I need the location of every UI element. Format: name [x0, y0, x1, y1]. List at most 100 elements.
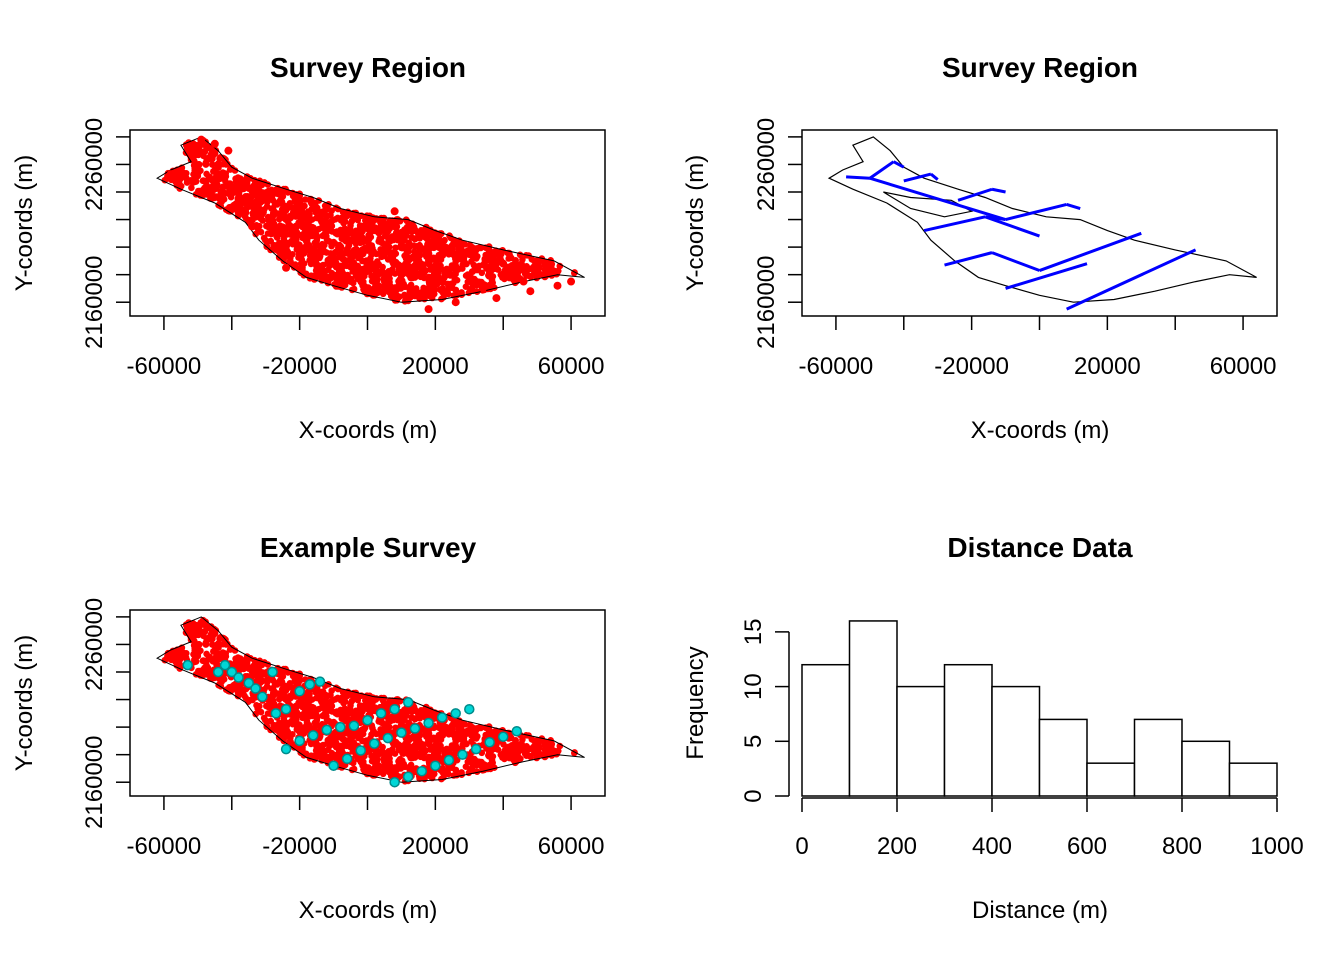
data-point [478, 284, 487, 293]
red-point [263, 222, 270, 230]
detection-cloud [161, 136, 578, 305]
red-point [268, 701, 275, 709]
red-point [202, 640, 209, 647]
red-point [442, 723, 450, 731]
data-point [397, 243, 406, 252]
red-point [379, 252, 387, 260]
histogram-bar [943, 663, 993, 797]
red-point [334, 685, 342, 693]
red-point [341, 280, 349, 287]
red-point [432, 232, 440, 240]
plot-panel-3: Example Survey X-coords (m) Y-coords (m) -6… [11, 532, 606, 924]
red-point [371, 759, 379, 767]
red-point [329, 697, 336, 704]
red-point [356, 705, 364, 712]
red-point [363, 692, 371, 699]
red-point [535, 265, 543, 272]
red-point [401, 706, 408, 713]
histogram-bar [801, 663, 851, 797]
data-point [349, 212, 358, 221]
x-tick-label: 60000 [538, 353, 605, 380]
red-point [357, 270, 365, 278]
survey-point [430, 760, 441, 771]
red-point [235, 667, 243, 674]
data-point [241, 208, 250, 217]
data-point [553, 281, 562, 290]
red-point [371, 279, 379, 287]
data-point [302, 236, 311, 245]
red-point [487, 268, 495, 275]
red-point [275, 253, 283, 261]
red-point [390, 729, 398, 736]
red-point [324, 738, 332, 745]
red-point [318, 212, 325, 219]
red-point [371, 224, 379, 231]
transect-line [903, 172, 932, 183]
red-point [292, 213, 300, 220]
data-point [451, 298, 460, 307]
red-point [276, 215, 283, 223]
x-tick-label: 800 [1162, 833, 1202, 860]
red-point [263, 702, 270, 710]
red-point [252, 230, 259, 238]
red-point [197, 167, 204, 174]
red-point [370, 728, 378, 735]
data-point [349, 263, 358, 272]
red-point [229, 185, 236, 193]
y-axis-label: Y-coords (m) [11, 635, 38, 771]
red-point [289, 672, 297, 680]
survey-point [511, 725, 523, 737]
red-point [344, 212, 351, 219]
red-point [324, 258, 332, 266]
red-point [391, 764, 398, 771]
red-point [215, 640, 222, 647]
red-point [302, 727, 310, 734]
survey-point [314, 676, 326, 687]
red-point [226, 166, 234, 173]
survey-point [416, 765, 428, 777]
data-point [390, 207, 399, 216]
red-point [209, 161, 216, 168]
data-point [397, 270, 406, 279]
histogram-bar [1181, 740, 1231, 797]
red-point [217, 188, 225, 195]
red-point [390, 222, 398, 230]
red-point [267, 717, 275, 725]
data-point [234, 188, 243, 196]
y-tick-label: 2160000 [81, 256, 108, 349]
red-point [373, 768, 380, 775]
survey-point [294, 686, 305, 697]
red-point [344, 692, 351, 699]
red-point [461, 721, 469, 728]
red-point [257, 228, 265, 236]
red-point [302, 196, 309, 203]
red-point [199, 177, 207, 185]
x-tick-label: 200 [877, 833, 917, 860]
red-point [295, 699, 303, 706]
red-point [432, 267, 439, 275]
red-point [243, 198, 251, 205]
red-point [449, 723, 456, 731]
red-point [191, 643, 198, 650]
red-point [289, 192, 297, 200]
red-point [452, 267, 460, 275]
data-point [377, 218, 386, 227]
red-point [255, 222, 263, 230]
red-point [395, 741, 402, 748]
red-point [337, 250, 345, 257]
red-point [420, 741, 428, 748]
red-point [313, 250, 321, 258]
red-point [473, 254, 481, 261]
red-point [313, 237, 321, 244]
red-point [354, 250, 362, 258]
red-point [313, 262, 320, 270]
red-point [285, 684, 293, 691]
survey-point [484, 737, 495, 748]
red-point [234, 654, 242, 661]
red-point [287, 738, 294, 745]
red-point [307, 260, 315, 268]
red-point [542, 746, 549, 754]
red-point [203, 189, 210, 196]
x-tick-label: -20000 [262, 833, 337, 860]
transect-line [929, 172, 939, 181]
